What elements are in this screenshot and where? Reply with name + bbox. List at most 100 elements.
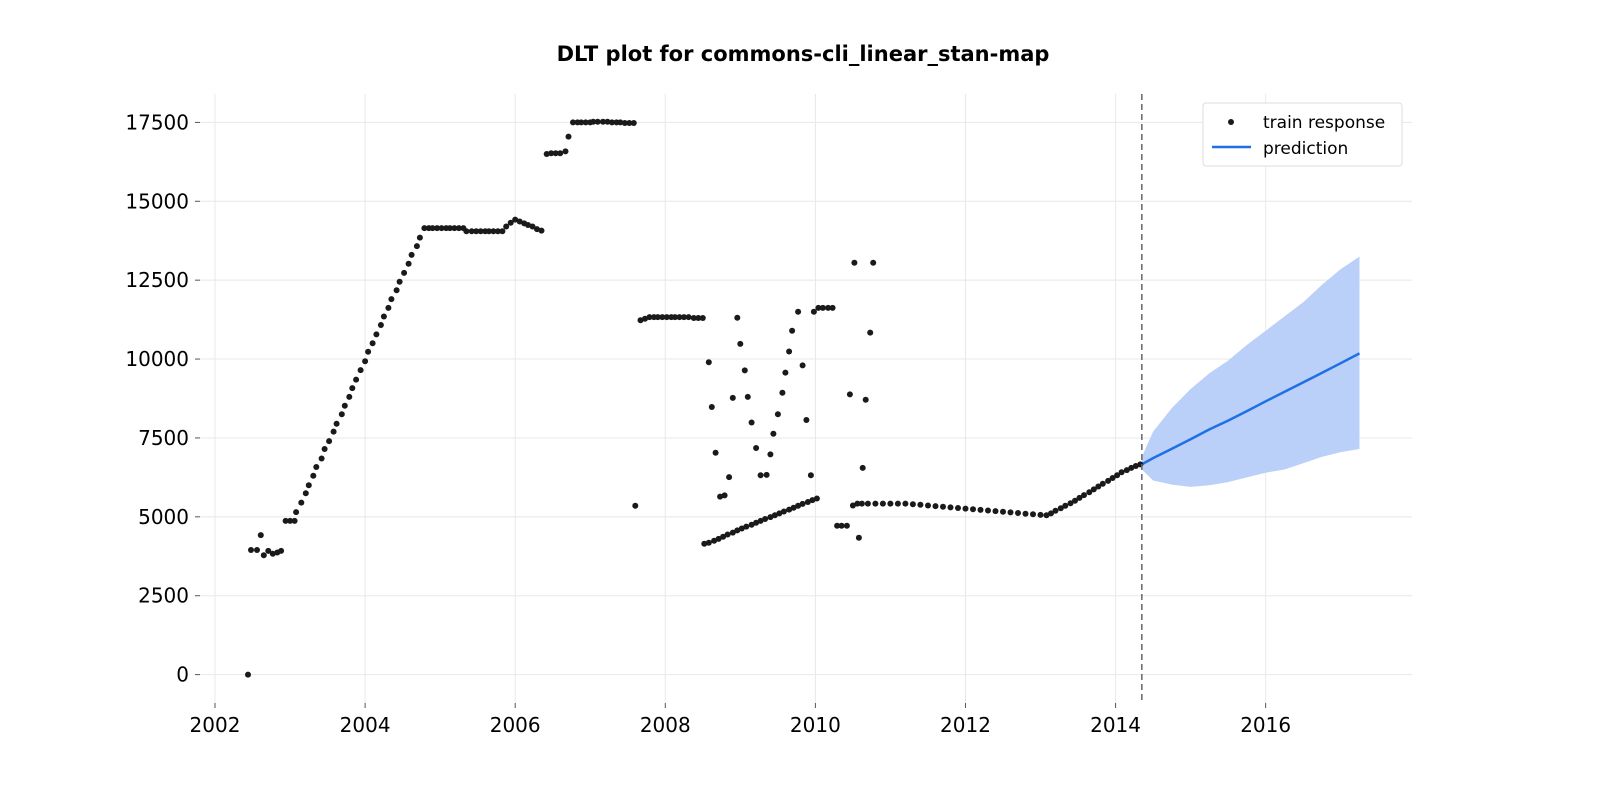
y-tick-label: 15000 xyxy=(125,189,189,213)
train-response-point xyxy=(305,482,312,489)
train-response-point xyxy=(604,118,611,125)
train-response-point xyxy=(562,148,569,155)
train-response-point xyxy=(293,509,300,516)
train-response-point xyxy=(846,391,853,398)
train-response-point xyxy=(463,228,470,235)
train-response-point xyxy=(864,500,871,507)
train-response-point xyxy=(349,385,356,392)
train-response-point xyxy=(1105,477,1112,484)
train-response-point xyxy=(753,445,760,451)
train-response-point xyxy=(503,223,510,230)
train-response-point xyxy=(490,228,497,235)
train-response-point xyxy=(326,438,333,445)
train-response-point xyxy=(1057,505,1064,512)
train-response-point xyxy=(810,308,817,315)
y-tick-label: 0 xyxy=(176,663,189,687)
train-response-point xyxy=(799,500,806,507)
train-response-point xyxy=(663,314,670,321)
train-response-point xyxy=(724,531,731,538)
train-response-point xyxy=(1015,510,1021,516)
train-response-point xyxy=(617,119,624,126)
x-tick-label: 2014 xyxy=(1090,713,1141,737)
train-response-point xyxy=(590,118,597,125)
train-response-point xyxy=(712,449,719,456)
train-response-point xyxy=(1109,475,1116,481)
train-response-point xyxy=(695,315,702,321)
legend-box xyxy=(1202,102,1403,167)
train-response-point xyxy=(346,393,353,400)
train-response-point xyxy=(429,225,436,232)
train-response-point xyxy=(642,315,648,322)
prediction-band xyxy=(1141,256,1360,487)
train-response-point xyxy=(825,304,832,311)
train-response-point xyxy=(1086,489,1093,496)
train-response-point xyxy=(829,304,836,311)
y-tick-label: 10000 xyxy=(125,347,189,371)
train-response-point xyxy=(353,376,360,383)
train-response-point xyxy=(630,120,637,126)
train-response-point xyxy=(672,314,678,321)
train-response-point xyxy=(917,501,924,508)
train-response-point xyxy=(955,505,961,511)
train-response-point xyxy=(774,411,781,418)
train-response-point xyxy=(473,228,480,235)
train-response-point xyxy=(565,133,572,140)
train-response-point xyxy=(1090,486,1097,493)
train-response-point xyxy=(699,315,706,321)
train-response-point xyxy=(803,417,810,423)
train-response-point xyxy=(770,430,777,437)
train-response-point xyxy=(265,547,272,554)
train-response-point xyxy=(1072,497,1078,504)
train-response-point xyxy=(626,120,633,126)
train-response-point xyxy=(385,304,392,311)
train-response-point xyxy=(529,223,536,230)
train-response-point xyxy=(809,497,816,504)
train-response-point xyxy=(1043,512,1050,519)
train-response-point xyxy=(600,118,606,125)
train-response-point xyxy=(438,225,445,232)
train-response-point xyxy=(1052,507,1059,514)
train-response-point xyxy=(701,540,708,547)
train-response-points xyxy=(245,118,1144,678)
train-response-point xyxy=(925,502,931,509)
train-response-point xyxy=(543,151,550,157)
train-response-point xyxy=(786,348,793,355)
x-tick-label: 2012 xyxy=(940,713,991,737)
train-response-point xyxy=(582,119,589,126)
train-response-point xyxy=(879,500,886,507)
train-response-point xyxy=(734,314,741,321)
train-response-point xyxy=(807,472,814,479)
train-response-point xyxy=(705,359,712,366)
train-response-point xyxy=(248,547,254,553)
train-response-point xyxy=(789,327,796,334)
train-response-point xyxy=(872,500,879,507)
train-response-point xyxy=(408,251,415,258)
train-response-point xyxy=(512,216,519,223)
x-tick-label: 2008 xyxy=(640,713,691,737)
train-response-point xyxy=(362,358,369,365)
train-response-point xyxy=(287,517,294,524)
train-response-point xyxy=(357,367,364,374)
train-response-point xyxy=(894,500,901,507)
train-response-point xyxy=(477,228,484,235)
train-response-point xyxy=(516,218,523,225)
x-tick-label: 2002 xyxy=(190,713,241,737)
train-response-point xyxy=(985,507,991,514)
train-response-point xyxy=(659,314,666,321)
axes: 2002 2004 2006 2008 2010 2012 2014 2016 0 2500 500… xyxy=(125,110,1291,737)
train-response-point xyxy=(748,521,755,528)
train-response-point xyxy=(330,428,337,435)
train-response-point xyxy=(341,402,348,409)
train-response-point xyxy=(1062,502,1069,509)
train-response-point xyxy=(729,529,736,536)
train-response-point xyxy=(1132,463,1139,469)
train-response-point xyxy=(1123,467,1130,474)
train-response-point xyxy=(369,340,376,347)
train-response-point xyxy=(685,314,692,321)
train-response-point xyxy=(676,314,683,321)
train-response-point xyxy=(771,512,778,519)
grid-lines xyxy=(200,94,1412,703)
train-response-point xyxy=(815,304,822,311)
train-response-point xyxy=(434,225,441,232)
